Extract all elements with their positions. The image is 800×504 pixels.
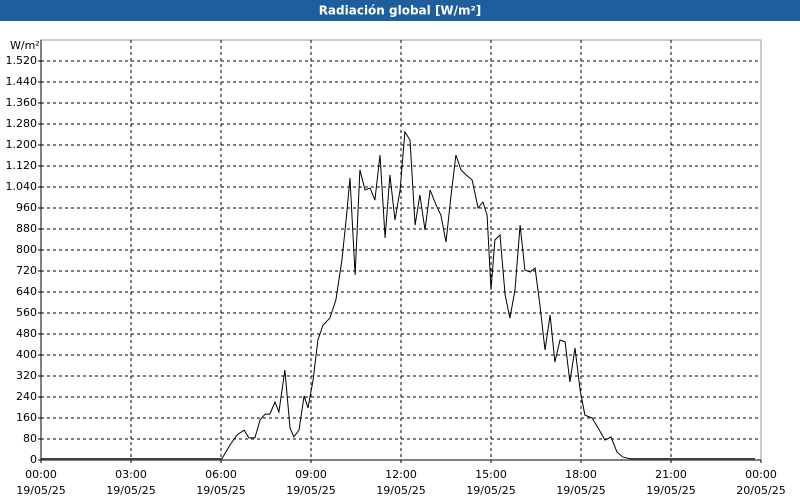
x-tick-label: 09:00 <box>295 468 327 481</box>
x-tick-date: 19/05/25 <box>106 484 155 497</box>
x-tick-label: 03:00 <box>115 468 147 481</box>
x-tick-label: 21:00 <box>655 468 687 481</box>
x-tick-label: 18:00 <box>565 468 597 481</box>
x-tick-date: 19/05/25 <box>646 484 695 497</box>
y-tick-label: 80 <box>23 432 37 445</box>
x-tick-label: 15:00 <box>475 468 507 481</box>
y-tick-label: 880 <box>16 222 37 235</box>
y-tick-label: 160 <box>16 411 37 424</box>
y-tick-label: 640 <box>16 285 37 298</box>
y-tick-label: 800 <box>16 243 37 256</box>
x-tick-label: 00:00 <box>25 468 57 481</box>
y-tick-label: 1.280 <box>6 117 38 130</box>
y-tick-label: 1.440 <box>6 75 38 88</box>
y-tick-label: 1.120 <box>6 159 38 172</box>
y-tick-label: 1.040 <box>6 180 38 193</box>
y-tick-label: 1.360 <box>6 96 38 109</box>
x-tick-label: 06:00 <box>205 468 237 481</box>
x-tick-date: 19/05/25 <box>376 484 425 497</box>
data-line <box>41 130 755 460</box>
x-tick-label: 00:00 <box>745 468 777 481</box>
y-tick-label: 1.200 <box>6 138 38 151</box>
y-tick-label: 960 <box>16 201 37 214</box>
y-tick-label: 1.520 <box>6 54 38 67</box>
chart-title: Radiación global [W/m²] <box>319 4 482 18</box>
y-tick-label: 240 <box>16 390 37 403</box>
x-tick-date: 19/05/25 <box>196 484 245 497</box>
y-tick-label: 480 <box>16 327 37 340</box>
x-tick-date: 19/05/25 <box>556 484 605 497</box>
x-tick-label: 12:00 <box>385 468 417 481</box>
y-axis-label: W/m² <box>10 39 40 52</box>
y-tick-label: 0 <box>30 453 37 466</box>
x-tick-date: 19/05/25 <box>286 484 335 497</box>
x-tick-date: 20/05/25 <box>736 484 785 497</box>
x-tick-date: 19/05/25 <box>466 484 515 497</box>
y-tick-label: 320 <box>16 369 37 382</box>
title-bar <box>0 0 800 21</box>
y-tick-label: 560 <box>16 306 37 319</box>
y-tick-label: 720 <box>16 264 37 277</box>
y-tick-label: 400 <box>16 348 37 361</box>
x-tick-date: 19/05/25 <box>16 484 65 497</box>
